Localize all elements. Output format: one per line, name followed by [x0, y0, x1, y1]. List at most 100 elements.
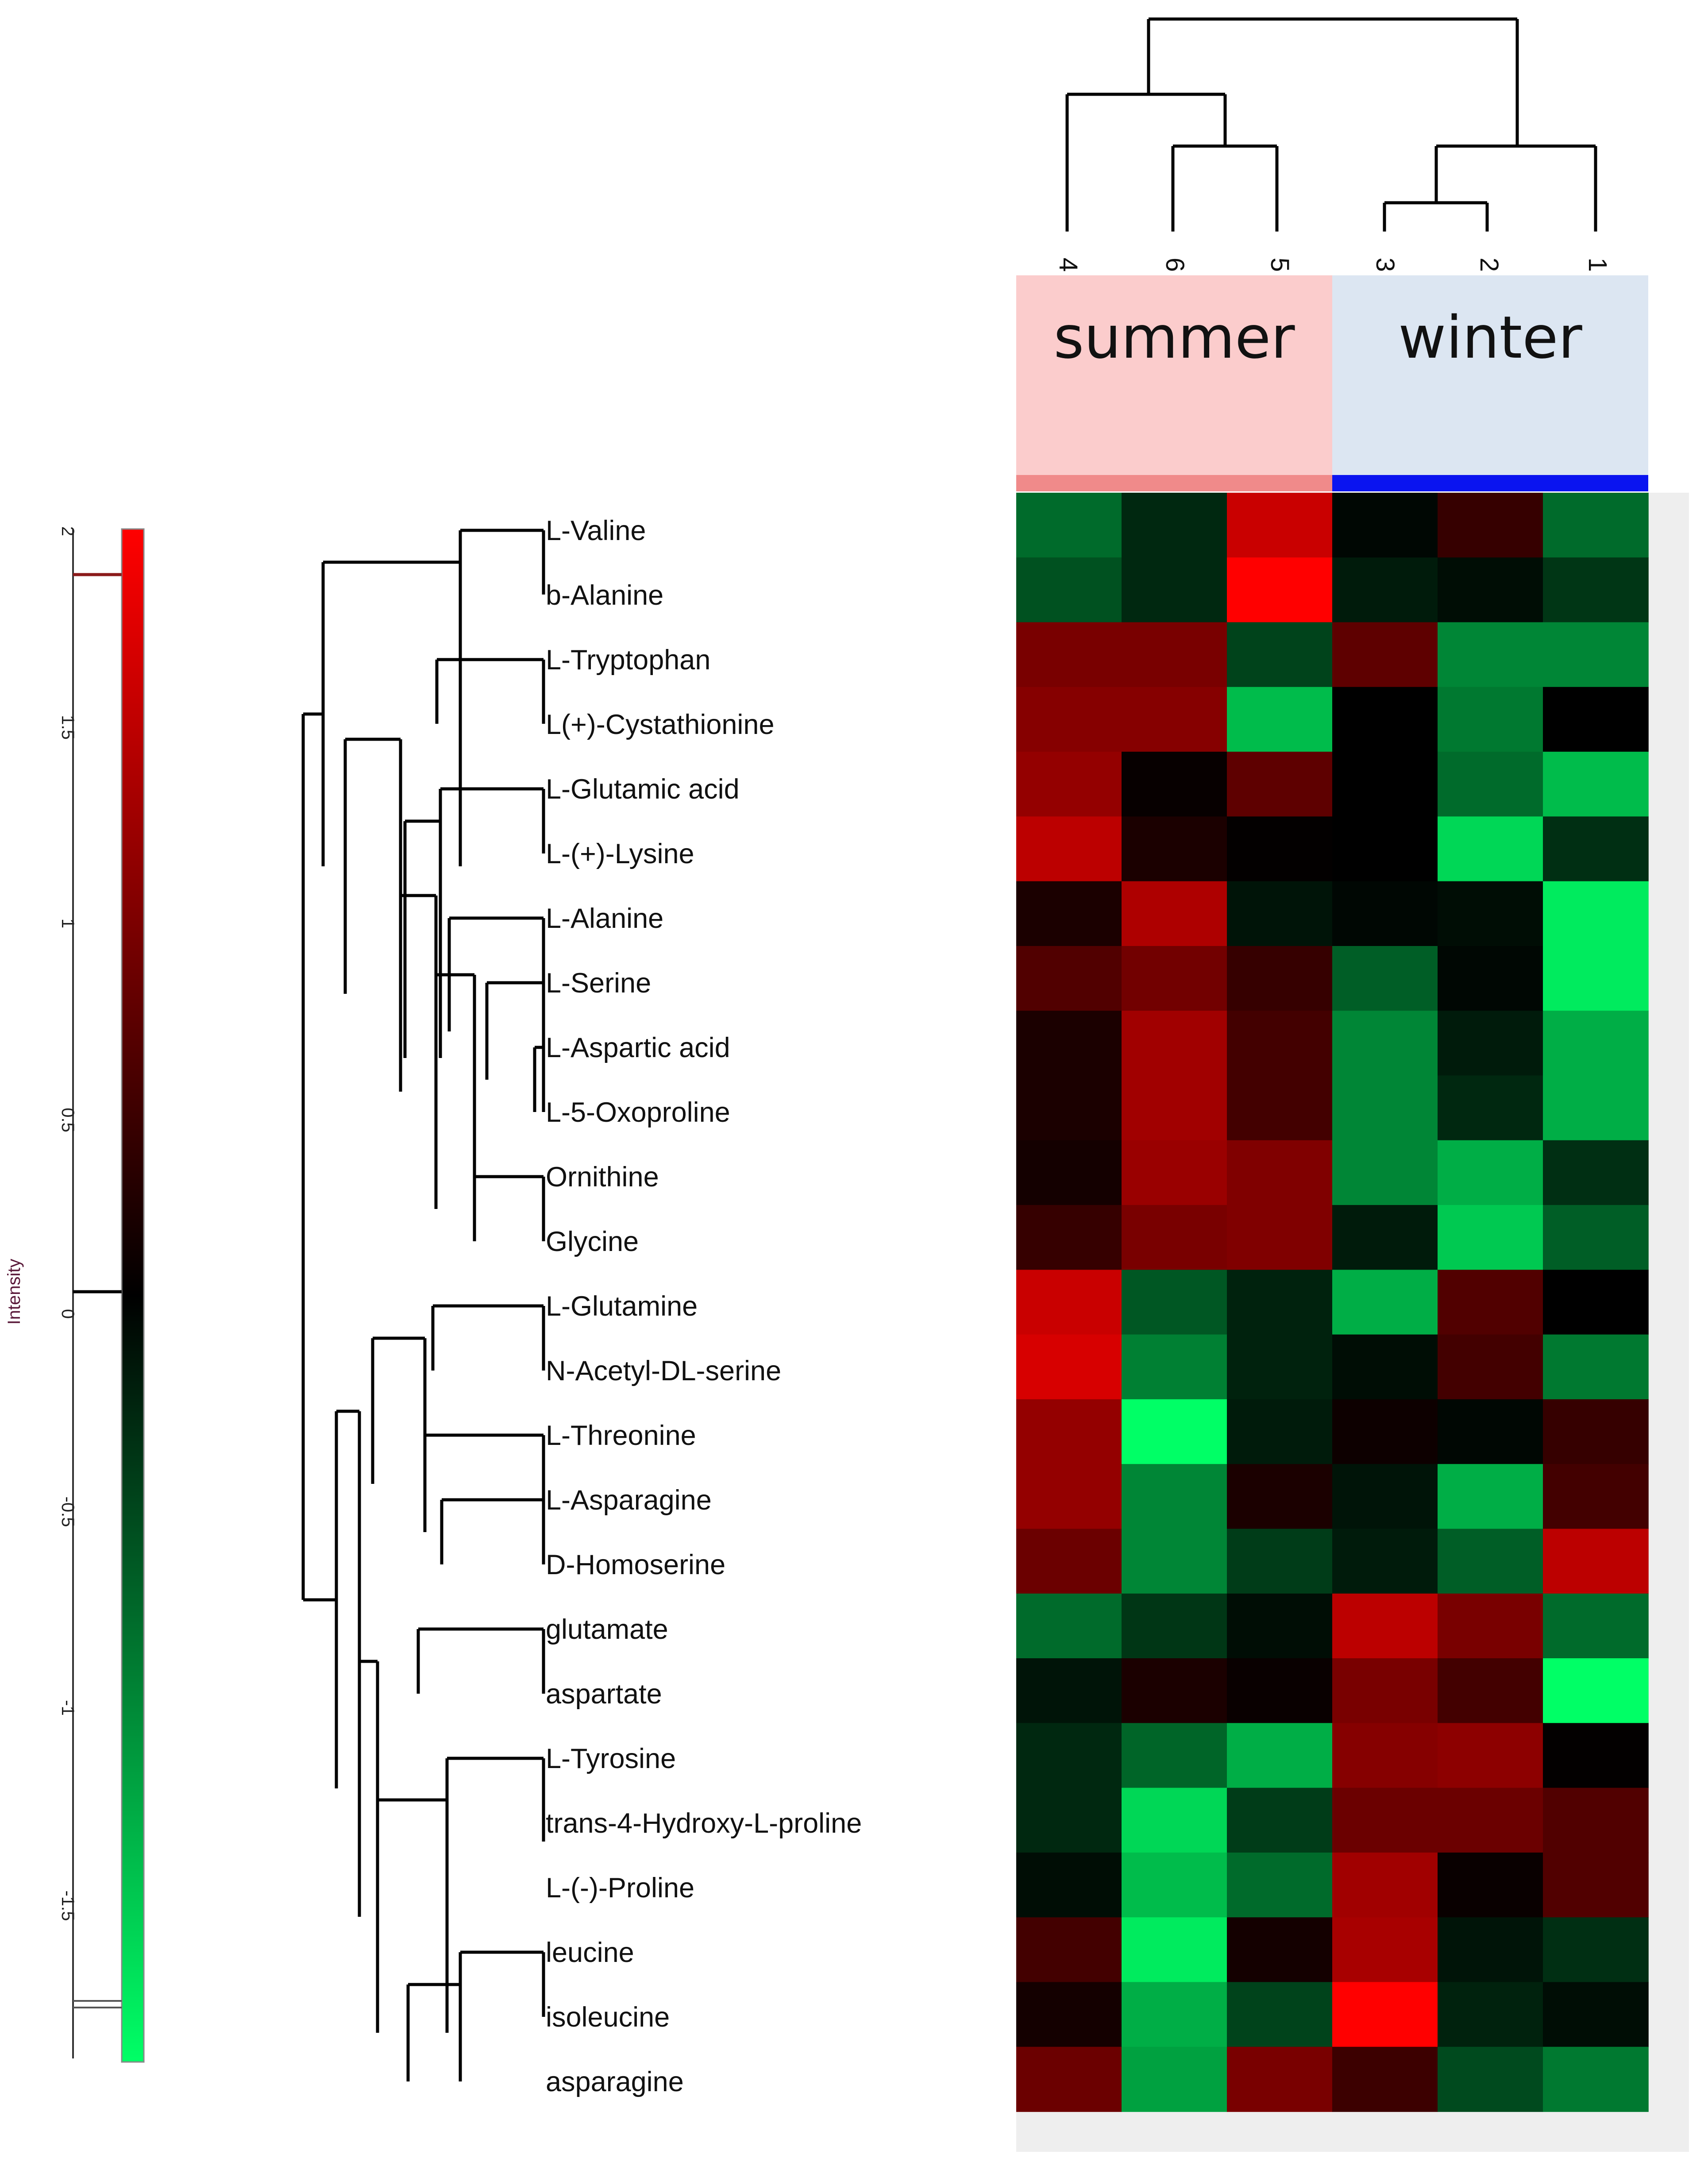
heatmap-cell	[1227, 881, 1333, 946]
heatmap-cell	[1122, 1075, 1227, 1141]
heatmap-cell	[1227, 1658, 1333, 1724]
heatmap-cell	[1016, 1140, 1122, 1205]
heatmap-cell	[1122, 816, 1227, 882]
row-label: L-Aspartic acid	[546, 1032, 730, 1063]
heatmap-cell	[1543, 687, 1649, 752]
heatmap-cell	[1227, 687, 1333, 752]
heatmap-cell	[1332, 752, 1438, 817]
heatmap-cell	[1122, 1593, 1227, 1659]
heatmap-cell	[1122, 1788, 1227, 1853]
heatmap-cell	[1227, 1982, 1333, 2047]
heatmap-cell	[1543, 1399, 1649, 1464]
row-dendrogram-branch	[335, 1409, 361, 1788]
heatmap-cell	[1332, 622, 1438, 687]
row-label: L-Tyrosine	[546, 1743, 676, 1774]
row-dendrogram-branch	[406, 1983, 462, 2081]
heatmap-cell	[1543, 1075, 1649, 1141]
heatmap-cell	[1016, 1529, 1122, 1594]
heatmap-cell	[1332, 1723, 1438, 1788]
heatmap-cell	[1332, 1917, 1438, 1983]
heatmap-cell	[1543, 1205, 1649, 1270]
heatmap-cell	[1122, 493, 1227, 558]
heatmap-cell	[1227, 1723, 1333, 1788]
heatmap-cell	[1122, 557, 1227, 623]
legend-tick: 1.5	[58, 715, 77, 740]
row-dendrogram-branch	[376, 1798, 449, 2033]
row-dendrogram-branch	[459, 529, 545, 595]
column-dendrogram-summer-join	[1065, 93, 1227, 232]
heatmap-cell	[1016, 1399, 1122, 1464]
heatmap-cell	[1438, 1529, 1543, 1594]
heatmap-cell	[1543, 1917, 1649, 1983]
heatmap-cell	[1438, 1464, 1543, 1529]
heatmap-cell	[1227, 1593, 1333, 1659]
column-dendrogram	[1065, 17, 1597, 232]
heatmap-cell	[1332, 1011, 1438, 1076]
heatmap-cell	[1438, 1593, 1543, 1659]
row-dendrogram-branch	[439, 787, 545, 853]
heatmap-cell	[1438, 752, 1543, 817]
heatmap-cell	[1438, 1270, 1543, 1335]
heatmap-cell	[1438, 687, 1543, 752]
row-label: L-5-Oxoproline	[546, 1097, 730, 1128]
legend-tick: -1.5	[58, 1891, 77, 1921]
column-label: 3	[1371, 258, 1400, 272]
heatmap-cell	[1016, 1982, 1122, 2047]
heatmap-cell	[1543, 1593, 1649, 1659]
legend-gradient-bar	[121, 528, 145, 2063]
column-label: 4	[1054, 258, 1083, 272]
heatmap-cell	[1332, 1075, 1438, 1141]
row-label: Ornithine	[546, 1162, 659, 1193]
group-bar-winter	[1332, 475, 1648, 491]
heatmap-cell	[1438, 1723, 1543, 1788]
heatmap-cell	[1543, 816, 1649, 882]
heatmap-cell	[1543, 881, 1649, 946]
column-labels: 4 6 5 3 2 1	[1054, 258, 1612, 272]
heatmap-cell	[1227, 752, 1333, 817]
row-label: isoleucine	[546, 2002, 670, 2033]
group-label-winter: winter	[1398, 304, 1582, 372]
heatmap-cell	[1332, 1464, 1438, 1529]
heatmap-cell	[1543, 1464, 1649, 1529]
heatmap-cell	[1122, 1205, 1227, 1270]
heatmap-cell	[1332, 881, 1438, 946]
row-label: aspartate	[546, 1679, 662, 1710]
heatmap-cell	[1438, 946, 1543, 1012]
heatmap-cell	[1332, 1529, 1438, 1594]
heatmap-cell	[1543, 946, 1649, 1012]
heatmap-cell	[1543, 752, 1649, 817]
row-label: trans-4-Hydroxy-L-proline	[546, 1808, 862, 1839]
heatmap-cell	[1016, 1723, 1122, 1788]
heatmap-cell	[1543, 493, 1649, 558]
heatmap-cell	[1122, 752, 1227, 817]
row-labels: L-Valine b-Alanine L-Tryptophan L(+)-Cys…	[546, 515, 862, 2097]
heatmap-cell	[1332, 1593, 1438, 1659]
row-dendrogram	[301, 529, 545, 2081]
row-dendrogram-branch	[445, 1757, 545, 1842]
heatmap-cell	[1227, 1011, 1333, 1076]
heatmap-cell	[1332, 1852, 1438, 1918]
heatmap-cell	[1016, 1270, 1122, 1335]
heatmap-cell	[1438, 1205, 1543, 1270]
heatmap-cell	[1438, 1917, 1543, 1983]
heatmap-cell	[1122, 1658, 1227, 1724]
legend-tick: -0.5	[58, 1497, 77, 1527]
column-dendrogram-winter-join	[1434, 144, 1597, 232]
row-label: L-Threonine	[546, 1420, 696, 1451]
legend-tick: 1	[58, 919, 77, 928]
heatmap-cell	[1543, 2046, 1649, 2112]
heatmap-cell	[1122, 622, 1227, 687]
heatmap-cell	[1122, 881, 1227, 946]
row-label: asparagine	[546, 2066, 684, 2097]
row-dendrogram-branch	[416, 1627, 545, 1694]
heatmap-cell	[1016, 881, 1122, 946]
row-dendrogram-branch	[343, 737, 402, 994]
heatmap-cell	[1227, 1334, 1333, 1400]
row-dendrogram-branch	[435, 658, 545, 724]
heatmap-cell	[1438, 1140, 1543, 1205]
row-label: L(+)-Cystathionine	[546, 709, 775, 740]
row-label: L-Glutamine	[546, 1291, 698, 1322]
row-label: D-Homoserine	[546, 1549, 725, 1580]
heatmap-cell	[1016, 1205, 1122, 1270]
